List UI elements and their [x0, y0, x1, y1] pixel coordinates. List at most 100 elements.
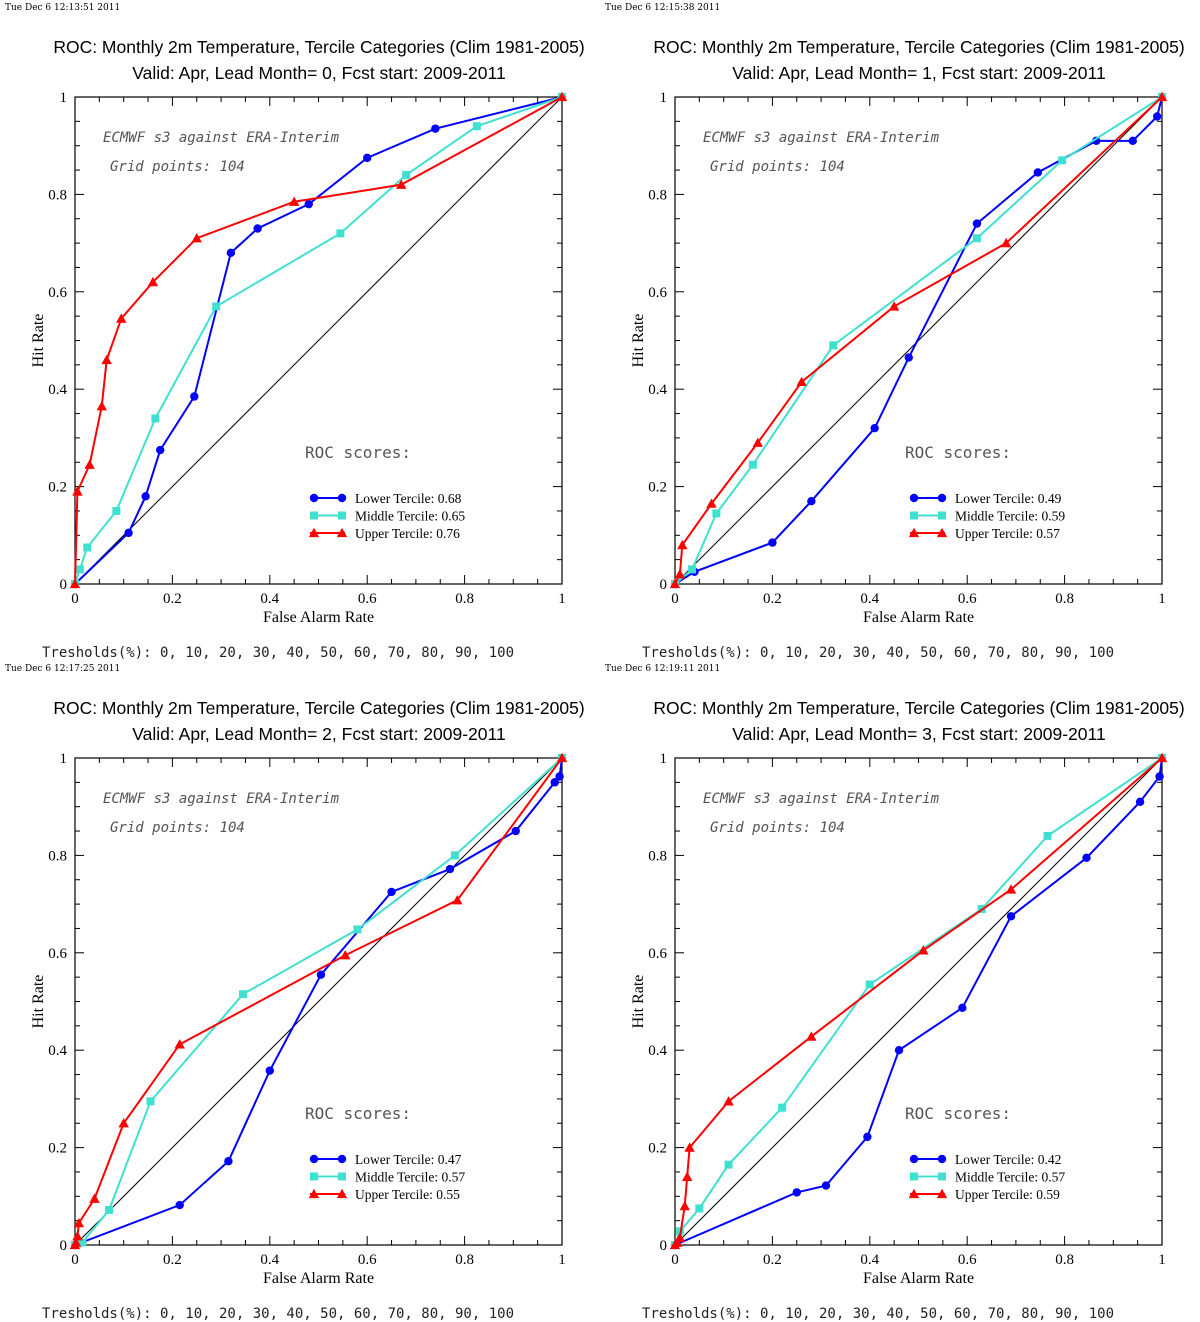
legend-marker — [908, 527, 920, 538]
x-tick-label: 0 — [671, 591, 679, 607]
data-point-upper — [84, 459, 95, 469]
data-point-lower — [1152, 112, 1162, 121]
data-point-upper — [556, 91, 568, 102]
y-tick-label: 0.4 — [648, 1043, 667, 1059]
roc-scores-label: ROC scores: — [905, 1104, 1011, 1123]
y-tick-label: 0 — [660, 1238, 668, 1254]
data-point-lower — [445, 864, 455, 874]
data-point-lower — [253, 224, 262, 233]
data-point-lower — [156, 445, 165, 455]
legend-marker — [910, 1172, 918, 1181]
data-point-middle — [688, 565, 697, 574]
thresholds-text: Tresholds(%): 0, 10, 20, 30, 40, 50, 60,… — [42, 645, 514, 661]
legend-marker — [909, 1154, 919, 1164]
series-upper — [69, 752, 568, 1250]
data-point-lower — [1128, 136, 1137, 146]
chart-subtitle: Valid: Apr, Lead Month= 1, Fcst start: 2… — [732, 63, 1105, 83]
series-line-middle — [74, 757, 563, 1246]
legend-entry-middle: Middle Tercile: 0.59 — [910, 509, 1065, 524]
data-point-lower — [870, 423, 879, 433]
chart-title: ROC: Monthly 2m Temperature, Tercile Cat… — [53, 698, 584, 718]
data-point-upper — [677, 539, 688, 550]
series-line-lower — [674, 96, 1163, 585]
x-tick-label: 0.4 — [260, 1252, 279, 1268]
data-point-upper — [888, 301, 900, 311]
data-point-lower — [1135, 797, 1145, 807]
data-point-middle — [78, 1238, 87, 1247]
y-tick-label: 1 — [660, 751, 668, 767]
legend-label: Lower Tercile: 0.68 — [355, 491, 462, 506]
legend-marker — [309, 1154, 319, 1164]
legend-marker — [308, 527, 320, 538]
data-point-upper — [116, 313, 127, 323]
y-tick-label: 1 — [660, 90, 668, 106]
y-tick-label: 0 — [660, 577, 668, 593]
legend-marker — [336, 1188, 348, 1199]
data-point-lower — [807, 497, 816, 506]
data-point-upper — [706, 498, 717, 508]
data-point-lower — [863, 1132, 872, 1142]
data-point-lower — [363, 153, 372, 163]
x-axis-label: False Alarm Rate — [263, 609, 374, 626]
data-point-upper — [340, 950, 351, 960]
data-point-upper — [101, 354, 112, 365]
x-tick-label: 0.2 — [163, 591, 182, 607]
data-point-middle — [146, 1097, 155, 1106]
data-point-lower — [1092, 136, 1101, 146]
data-point-upper — [556, 752, 568, 763]
legend-label: Middle Tercile: 0.57 — [355, 1170, 465, 1185]
y-tick-label: 0.2 — [648, 480, 667, 496]
legend-marker — [337, 1154, 347, 1164]
roc-scores-label: ROC scores: — [305, 1104, 411, 1123]
data-point-lower — [550, 778, 559, 787]
legend-label: Lower Tercile: 0.49 — [955, 491, 1062, 506]
legend-marker — [309, 493, 319, 503]
legend-label: Lower Tercile: 0.42 — [955, 1152, 1061, 1167]
y-tick-label: 0.4 — [648, 382, 667, 398]
data-point-middle — [212, 302, 221, 311]
data-point-lower — [1082, 853, 1091, 863]
data-point-lower — [265, 1066, 274, 1075]
data-point-lower — [304, 199, 313, 209]
series-upper — [69, 91, 568, 589]
y-tick-label: 0 — [60, 1238, 68, 1254]
legend-entry-lower: Lower Tercile: 0.68 — [309, 491, 462, 506]
x-tick-label: 0.8 — [455, 591, 474, 607]
data-point-upper — [723, 1096, 734, 1106]
y-tick-label: 0.6 — [648, 946, 667, 962]
annotation-grid-points: Grid points: 104 — [110, 820, 245, 836]
data-point-middle — [151, 414, 160, 423]
legend-label: Upper Tercile: 0.76 — [355, 526, 460, 541]
y-axis-label: Hit Rate — [30, 975, 47, 1029]
legend-entry-upper: Upper Tercile: 0.59 — [908, 1187, 1060, 1202]
legend-label: Upper Tercile: 0.55 — [355, 1187, 460, 1202]
data-point-upper — [674, 1232, 686, 1242]
x-tick-label: 0.8 — [455, 1252, 474, 1268]
thresholds-text: Tresholds(%): 0, 10, 20, 30, 40, 50, 60,… — [42, 1306, 514, 1322]
data-point-middle — [353, 925, 362, 934]
x-tick-label: 0 — [71, 1252, 79, 1268]
data-point-upper — [118, 1118, 129, 1128]
x-tick-label: 0.4 — [860, 591, 879, 607]
y-axis-label: Hit Rate — [630, 975, 647, 1029]
data-point-middle — [450, 851, 459, 860]
data-point-middle — [724, 1160, 733, 1169]
data-point-upper — [1000, 237, 1012, 248]
x-tick-label: 0 — [71, 591, 79, 607]
data-point-middle — [829, 341, 838, 350]
data-point-lower — [555, 772, 564, 781]
annotation-grid-points: Grid points: 104 — [110, 159, 245, 175]
y-tick-label: 0.6 — [48, 946, 67, 962]
data-point-middle — [865, 980, 874, 989]
diagonal-reference-line — [74, 757, 563, 1246]
legend-label: Lower Tercile: 0.47 — [355, 1152, 462, 1167]
y-tick-label: 0.2 — [648, 1141, 667, 1157]
timestamp: Tue Dec 6 12:15:38 2011 — [605, 3, 720, 13]
data-point-middle — [778, 1103, 787, 1112]
data-point-middle — [1043, 831, 1052, 840]
series-middle — [71, 93, 566, 588]
data-point-upper — [72, 1231, 83, 1241]
legend-marker — [908, 1188, 920, 1199]
y-tick-label: 0.4 — [48, 1043, 67, 1059]
roc-panel-2: Tue Dec 6 12:17:25 2011 ROC: Monthly 2m T… — [5, 664, 585, 1322]
